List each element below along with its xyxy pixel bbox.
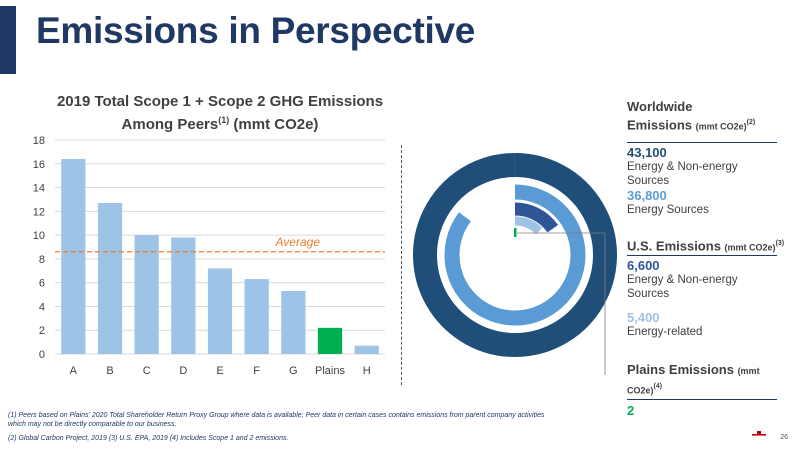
bar-chart: 0 2 4 6 8 10 12 14 16 18 A B C D E F G Plains H Average bbox=[33, 135, 385, 377]
worldwide-header2: Emissions bbox=[627, 117, 693, 133]
worldwide-energy-value: 36,800 bbox=[627, 188, 667, 203]
bar-plains bbox=[317, 327, 343, 354]
ring-us-energy bbox=[514, 216, 543, 235]
us-total-block: 6,600 Energy & Non-energy Sources bbox=[627, 255, 777, 301]
us-energy-value: 5,400 bbox=[627, 310, 660, 325]
page-number: 26 bbox=[780, 434, 788, 441]
worldwide-header: Worldwide bbox=[627, 99, 693, 114]
footnote-1: (1) Peers based on Plains' 2020 Total Sh… bbox=[8, 412, 545, 419]
chart-title: 2019 Total Scope 1 + Scope 2 GHG Emissio… bbox=[40, 92, 400, 134]
title-accent-bar bbox=[0, 6, 16, 74]
y-tick-label: 0 bbox=[39, 349, 45, 361]
y-tick-label: 14 bbox=[33, 183, 45, 195]
page-title: Emissions in Perspective bbox=[36, 10, 476, 51]
y-tick-label: 16 bbox=[33, 159, 45, 171]
plains-unit: (mmt CO2e) bbox=[627, 366, 760, 396]
bar-g bbox=[281, 290, 306, 354]
bar-f bbox=[244, 279, 269, 354]
us-section: U.S. Emissions (mmt CO2e)(3) bbox=[627, 236, 784, 255]
bar-e bbox=[207, 268, 233, 354]
bar-h bbox=[354, 345, 379, 354]
chart-title-line1: 2019 Total Scope 1 + Scope 2 GHG Emissio… bbox=[56, 93, 384, 110]
plains-section: Plains Emissions (mmt CO2e)(4) 2 bbox=[627, 362, 777, 418]
us-energy-label: Energy-related bbox=[627, 326, 703, 338]
x-tick-label: H bbox=[363, 365, 371, 377]
worldwide-sup: (2) bbox=[746, 119, 756, 126]
worldwide-unit: (mmt CO2e) bbox=[695, 121, 747, 132]
bar-b bbox=[97, 203, 123, 354]
average-label: Average bbox=[275, 235, 321, 249]
section-divider bbox=[401, 145, 402, 385]
us-total-value: 6,600 bbox=[627, 258, 660, 273]
x-tick-label: D bbox=[179, 365, 187, 377]
bar-c bbox=[134, 235, 159, 354]
worldwide-total-block: 43,100 Energy & Non-energy Sources bbox=[627, 142, 777, 188]
y-tick-label: 6 bbox=[39, 278, 45, 290]
emissions-donut-chart bbox=[412, 153, 617, 375]
us-total-label: Energy & Non-energy Sources bbox=[627, 274, 738, 300]
y-tick-label: 4 bbox=[39, 301, 45, 313]
x-tick-label: Plains bbox=[315, 365, 345, 377]
x-tick-label: C bbox=[143, 365, 151, 377]
x-tick-label: F bbox=[253, 365, 260, 377]
us-unit: (mmt CO2e) bbox=[724, 242, 776, 253]
ring-worldwide-total bbox=[412, 153, 617, 357]
y-tick-label: 8 bbox=[39, 254, 45, 266]
y-tick-label: 10 bbox=[33, 230, 45, 242]
ring-worldwide-energy bbox=[444, 184, 586, 326]
x-tick-label: A bbox=[70, 365, 78, 377]
footnote-1b: which may not be directly comparable to … bbox=[8, 421, 177, 428]
bar-a bbox=[61, 159, 86, 354]
y-tick-label: 12 bbox=[33, 206, 45, 218]
us-energy-block: 5,400 Energy-related bbox=[627, 310, 702, 339]
bar-d bbox=[171, 237, 196, 354]
y-tick-label: 18 bbox=[33, 135, 45, 147]
worldwide-total-value: 43,100 bbox=[627, 145, 667, 160]
y-tick-label: 2 bbox=[39, 325, 45, 337]
chart-title-sup: (1) bbox=[218, 115, 230, 125]
plains-value: 2 bbox=[627, 403, 635, 419]
ring-us-total bbox=[514, 202, 559, 233]
worldwide-total-label: Energy & Non-energy Sources bbox=[627, 161, 738, 187]
chart-title-line2: Among Peers bbox=[121, 116, 219, 133]
x-tick-label: E bbox=[216, 365, 223, 377]
worldwide-energy-label: Energy Sources bbox=[627, 204, 709, 216]
x-tick-label: B bbox=[106, 365, 113, 377]
chart-title-unit: (mmt CO2e) bbox=[229, 116, 319, 133]
us-sup: (3) bbox=[775, 240, 785, 247]
plains-sliver bbox=[514, 228, 517, 237]
footnote-2: (2) Global Carbon Project, 2019 (3) U.S.… bbox=[8, 435, 289, 442]
plains-logo-icon bbox=[752, 431, 766, 436]
worldwide-section: Worldwide Emissions (mmt CO2e)(2) bbox=[627, 99, 755, 134]
plains-sup: (4) bbox=[653, 383, 663, 390]
plains-header: Plains Emissions bbox=[627, 362, 734, 377]
worldwide-energy-block: 36,800 Energy Sources bbox=[627, 188, 709, 217]
x-tick-label: G bbox=[289, 365, 298, 377]
us-header: U.S. Emissions bbox=[627, 238, 721, 254]
